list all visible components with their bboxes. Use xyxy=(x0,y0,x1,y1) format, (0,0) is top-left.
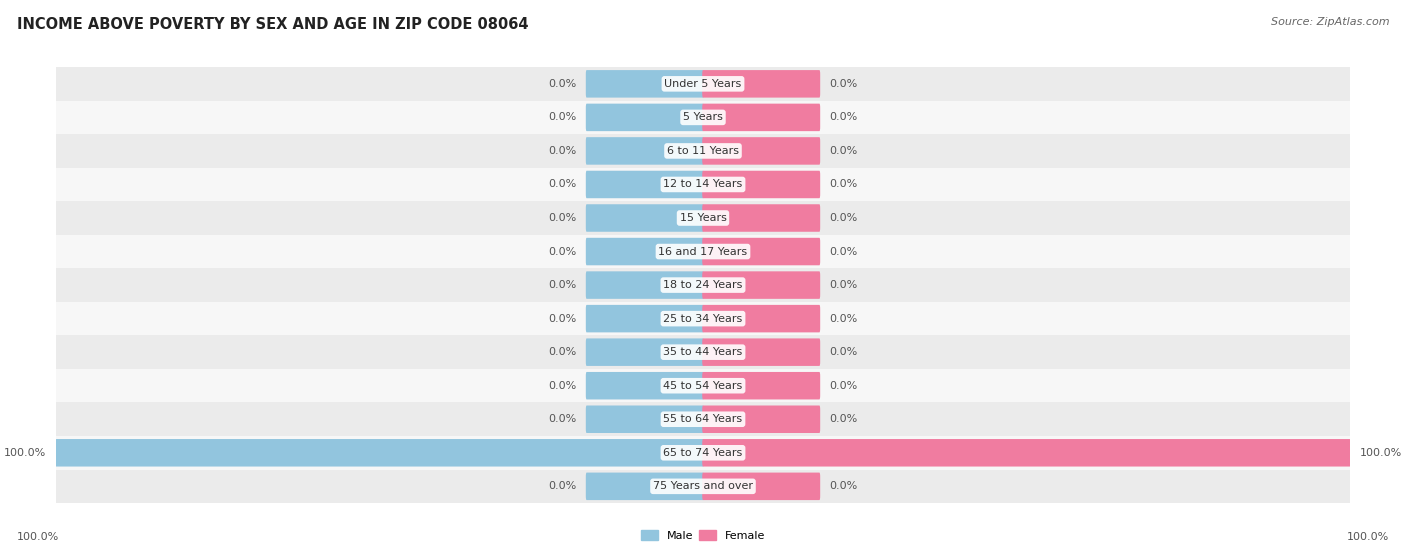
FancyBboxPatch shape xyxy=(702,338,820,366)
FancyBboxPatch shape xyxy=(56,402,1350,436)
FancyBboxPatch shape xyxy=(702,137,820,165)
Text: 0.0%: 0.0% xyxy=(548,146,576,156)
FancyBboxPatch shape xyxy=(56,335,1350,369)
Text: 35 to 44 Years: 35 to 44 Years xyxy=(664,347,742,357)
Text: 16 and 17 Years: 16 and 17 Years xyxy=(658,247,748,257)
Text: 0.0%: 0.0% xyxy=(830,280,858,290)
FancyBboxPatch shape xyxy=(702,305,820,333)
Text: 15 Years: 15 Years xyxy=(679,213,727,223)
Text: 0.0%: 0.0% xyxy=(548,347,576,357)
FancyBboxPatch shape xyxy=(586,70,704,98)
Text: 0.0%: 0.0% xyxy=(830,481,858,491)
FancyBboxPatch shape xyxy=(586,405,704,433)
Text: 0.0%: 0.0% xyxy=(548,79,576,89)
FancyBboxPatch shape xyxy=(56,134,1350,168)
FancyBboxPatch shape xyxy=(702,204,820,232)
Text: 65 to 74 Years: 65 to 74 Years xyxy=(664,448,742,458)
Text: 0.0%: 0.0% xyxy=(548,381,576,391)
Text: 0.0%: 0.0% xyxy=(830,247,858,257)
Text: INCOME ABOVE POVERTY BY SEX AND AGE IN ZIP CODE 08064: INCOME ABOVE POVERTY BY SEX AND AGE IN Z… xyxy=(17,17,529,32)
Text: 55 to 64 Years: 55 to 64 Years xyxy=(664,414,742,424)
FancyBboxPatch shape xyxy=(56,436,1350,470)
Text: 100.0%: 100.0% xyxy=(1360,448,1402,458)
Text: 0.0%: 0.0% xyxy=(830,414,858,424)
FancyBboxPatch shape xyxy=(56,67,1350,101)
FancyBboxPatch shape xyxy=(586,170,704,198)
FancyBboxPatch shape xyxy=(56,470,1350,503)
Text: 25 to 34 Years: 25 to 34 Years xyxy=(664,314,742,324)
FancyBboxPatch shape xyxy=(586,305,704,333)
FancyBboxPatch shape xyxy=(56,201,1350,235)
Text: 0.0%: 0.0% xyxy=(548,414,576,424)
Text: 0.0%: 0.0% xyxy=(548,213,576,223)
FancyBboxPatch shape xyxy=(586,338,704,366)
Text: 0.0%: 0.0% xyxy=(548,247,576,257)
FancyBboxPatch shape xyxy=(702,439,1351,467)
Text: 0.0%: 0.0% xyxy=(548,179,576,190)
FancyBboxPatch shape xyxy=(586,472,704,500)
Text: 5 Years: 5 Years xyxy=(683,112,723,122)
Text: 45 to 54 Years: 45 to 54 Years xyxy=(664,381,742,391)
FancyBboxPatch shape xyxy=(55,439,704,467)
Text: 18 to 24 Years: 18 to 24 Years xyxy=(664,280,742,290)
FancyBboxPatch shape xyxy=(56,268,1350,302)
FancyBboxPatch shape xyxy=(56,302,1350,335)
FancyBboxPatch shape xyxy=(586,137,704,165)
Legend: Male, Female: Male, Female xyxy=(637,526,769,546)
Text: 6 to 11 Years: 6 to 11 Years xyxy=(666,146,740,156)
Text: 0.0%: 0.0% xyxy=(548,481,576,491)
Text: Source: ZipAtlas.com: Source: ZipAtlas.com xyxy=(1271,17,1389,27)
FancyBboxPatch shape xyxy=(702,170,820,198)
FancyBboxPatch shape xyxy=(586,103,704,131)
FancyBboxPatch shape xyxy=(702,472,820,500)
FancyBboxPatch shape xyxy=(702,405,820,433)
Text: 0.0%: 0.0% xyxy=(548,314,576,324)
Text: 75 Years and over: 75 Years and over xyxy=(652,481,754,491)
FancyBboxPatch shape xyxy=(702,70,820,98)
FancyBboxPatch shape xyxy=(586,238,704,266)
Text: 0.0%: 0.0% xyxy=(548,280,576,290)
FancyBboxPatch shape xyxy=(702,271,820,299)
FancyBboxPatch shape xyxy=(702,103,820,131)
Text: 0.0%: 0.0% xyxy=(830,179,858,190)
Text: 0.0%: 0.0% xyxy=(830,314,858,324)
Text: 100.0%: 100.0% xyxy=(17,532,59,542)
Text: 0.0%: 0.0% xyxy=(830,213,858,223)
FancyBboxPatch shape xyxy=(56,369,1350,402)
Text: 100.0%: 100.0% xyxy=(1347,532,1389,542)
FancyBboxPatch shape xyxy=(702,238,820,266)
FancyBboxPatch shape xyxy=(56,101,1350,134)
FancyBboxPatch shape xyxy=(56,168,1350,201)
FancyBboxPatch shape xyxy=(56,235,1350,268)
FancyBboxPatch shape xyxy=(586,271,704,299)
FancyBboxPatch shape xyxy=(586,204,704,232)
Text: 0.0%: 0.0% xyxy=(548,112,576,122)
Text: 0.0%: 0.0% xyxy=(830,381,858,391)
FancyBboxPatch shape xyxy=(702,372,820,400)
Text: Under 5 Years: Under 5 Years xyxy=(665,79,741,89)
Text: 12 to 14 Years: 12 to 14 Years xyxy=(664,179,742,190)
Text: 0.0%: 0.0% xyxy=(830,347,858,357)
Text: 0.0%: 0.0% xyxy=(830,112,858,122)
Text: 0.0%: 0.0% xyxy=(830,146,858,156)
Text: 0.0%: 0.0% xyxy=(830,79,858,89)
FancyBboxPatch shape xyxy=(586,372,704,400)
Text: 100.0%: 100.0% xyxy=(4,448,46,458)
